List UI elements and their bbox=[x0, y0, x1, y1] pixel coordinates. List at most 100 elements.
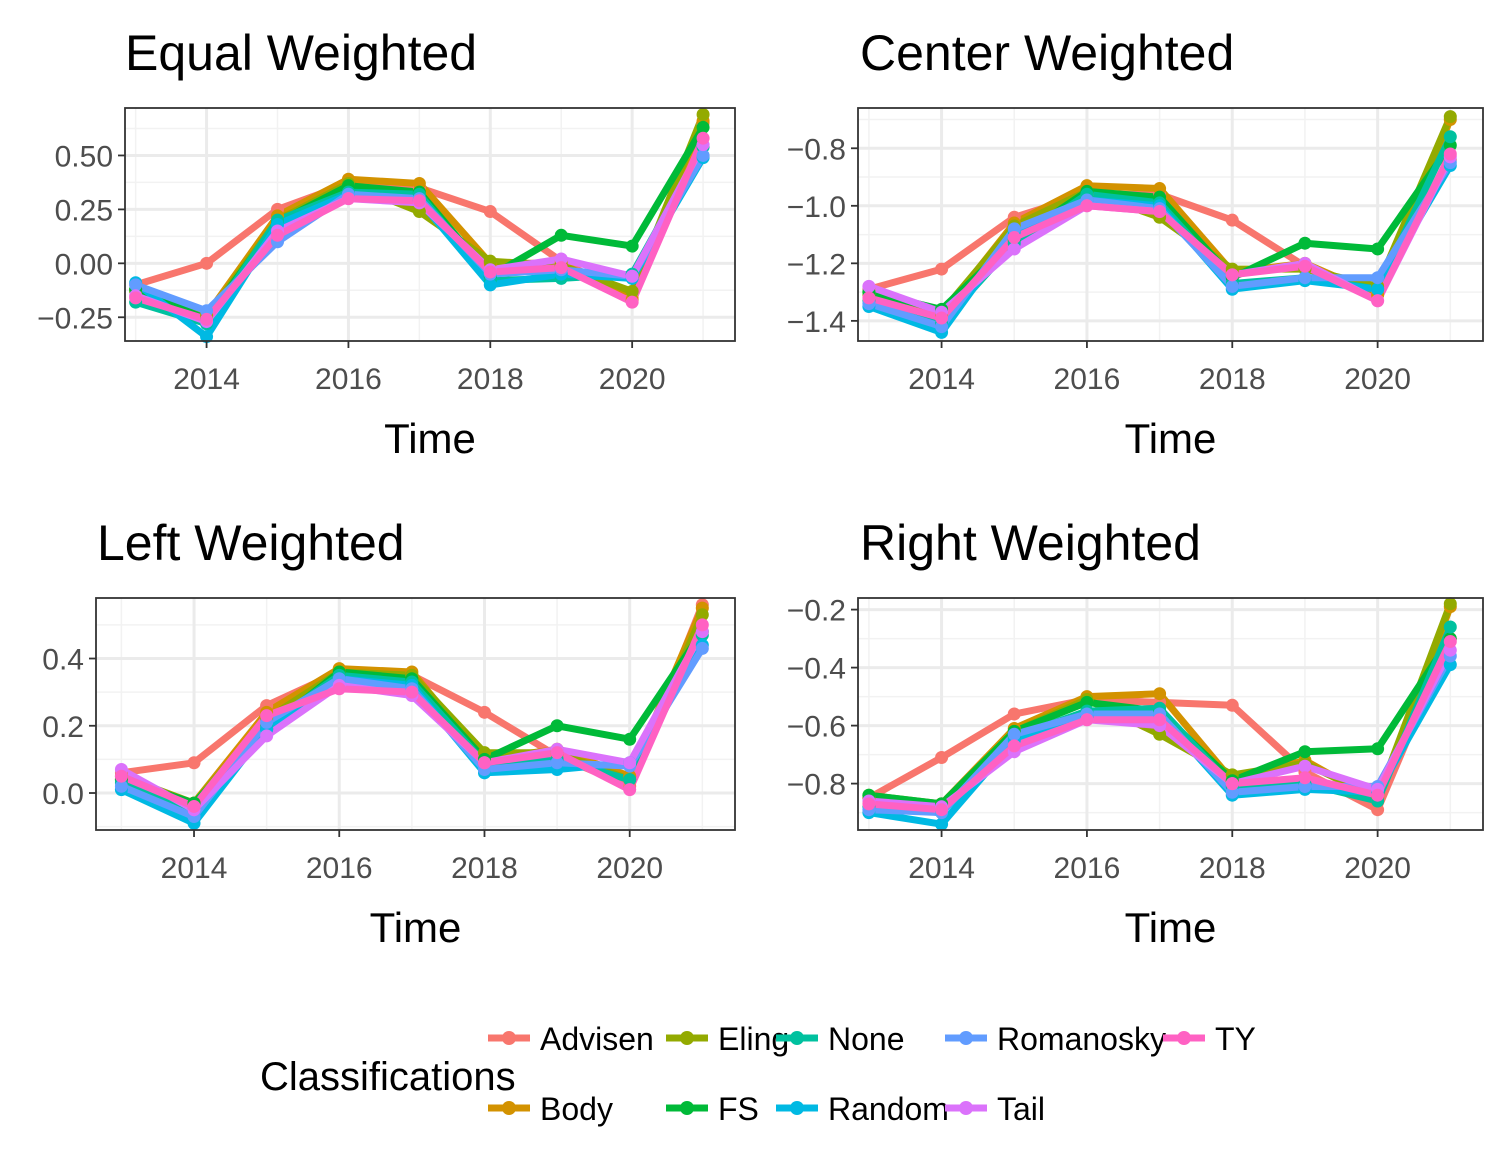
plot-background bbox=[96, 598, 735, 830]
panel-title: Right Weighted bbox=[860, 515, 1201, 571]
panel-center-weighted: Center Weighted −1.4 −1.2 −1.0 −0.8 2014 2016 2… bbox=[787, 25, 1484, 462]
data-point-ty bbox=[550, 746, 564, 760]
legend-item-tail: Tail bbox=[945, 1091, 1045, 1127]
x-tick-label: 2018 bbox=[451, 852, 518, 885]
x-tick-label: 2020 bbox=[596, 852, 663, 885]
panel-title: Equal Weighted bbox=[125, 25, 477, 81]
panel-right-weighted: Right Weighted −0.8 −0.6 −0.4 −0.2 2014 2016 20… bbox=[787, 515, 1484, 951]
data-point-fs bbox=[1298, 745, 1312, 759]
y-tick-label: −1.0 bbox=[787, 191, 846, 224]
x-axis-title: Time bbox=[384, 415, 476, 462]
legend-item-ty: TY bbox=[1163, 1021, 1256, 1057]
legend-key-point bbox=[680, 1101, 694, 1115]
data-point-advisen bbox=[1225, 213, 1239, 227]
legend: Classifications AdvisenBodyElingFSNoneRa… bbox=[260, 1021, 1256, 1127]
panel-title: Left Weighted bbox=[97, 515, 405, 571]
data-point-random bbox=[1371, 282, 1385, 296]
data-point-ty bbox=[1007, 230, 1021, 244]
data-point-ty bbox=[1080, 199, 1094, 213]
legend-key-point bbox=[959, 1101, 973, 1115]
legend-key-point bbox=[680, 1031, 694, 1045]
data-point-advisen bbox=[935, 751, 949, 764]
data-point-tail bbox=[260, 729, 274, 743]
y-tick-label: −0.8 bbox=[787, 769, 846, 802]
data-point-fs bbox=[1298, 236, 1312, 250]
data-point-romanosky bbox=[1225, 279, 1239, 293]
x-tick-label: 2014 bbox=[173, 363, 240, 396]
data-point-ty bbox=[1007, 739, 1021, 753]
panel-title: Center Weighted bbox=[860, 25, 1234, 81]
data-point-ty bbox=[935, 311, 949, 325]
data-point-fs bbox=[696, 120, 710, 134]
data-point-advisen bbox=[1007, 707, 1021, 721]
legend-label: TY bbox=[1215, 1021, 1256, 1057]
data-point-ty bbox=[1225, 268, 1239, 282]
panel-equal-weighted: Equal Weighted −0.25 0.00 0.25 0.50 2014 2016 2… bbox=[37, 25, 736, 462]
legend-key-point bbox=[1177, 1031, 1191, 1045]
x-axis-title: Time bbox=[370, 904, 462, 951]
data-point-random bbox=[200, 330, 214, 344]
y-tick-label: 0.00 bbox=[55, 248, 113, 281]
data-point-none bbox=[1443, 130, 1457, 144]
legend-item-advisen: Advisen bbox=[488, 1021, 654, 1057]
plot-border bbox=[124, 107, 736, 342]
data-point-romanosky bbox=[695, 641, 709, 655]
data-point-eling bbox=[696, 107, 710, 121]
data-point-tail bbox=[1007, 242, 1021, 256]
data-point-advisen bbox=[935, 262, 949, 276]
y-tick-label: −1.2 bbox=[787, 248, 846, 281]
data-point-ty bbox=[862, 797, 876, 811]
legend-item-body: Body bbox=[488, 1091, 613, 1127]
legend-key-point bbox=[790, 1101, 804, 1115]
y-tick-label: −0.8 bbox=[787, 133, 846, 166]
x-tick-label: 2014 bbox=[908, 852, 975, 885]
data-point-romanosky bbox=[129, 278, 143, 292]
legend-item-random: Random bbox=[776, 1091, 949, 1127]
y-tick-label: 0.2 bbox=[42, 711, 84, 744]
data-point-ty bbox=[483, 265, 497, 279]
data-point-ty bbox=[341, 192, 355, 206]
panel-left-weighted: Left Weighted 0.0 0.2 0.4 2014 2016 2018 2020 Ti… bbox=[42, 515, 736, 951]
y-tick-label: −0.4 bbox=[787, 653, 846, 686]
data-point-ty bbox=[114, 769, 128, 783]
legend-label: FS bbox=[718, 1091, 759, 1127]
data-point-ty bbox=[412, 194, 426, 208]
data-point-fs bbox=[550, 719, 564, 733]
data-point-ty bbox=[1153, 205, 1167, 219]
y-tick-label: −0.6 bbox=[787, 711, 846, 744]
legend-label: Romanosky bbox=[997, 1021, 1166, 1057]
legend-key-point bbox=[502, 1031, 516, 1045]
data-point-ty bbox=[1298, 771, 1312, 785]
data-point-eling bbox=[1443, 110, 1457, 124]
data-point-ty bbox=[129, 291, 143, 305]
x-tick-label: 2016 bbox=[1054, 852, 1121, 885]
y-tick-label: 0.50 bbox=[55, 140, 113, 173]
data-point-none bbox=[623, 773, 637, 787]
legend-item-none: None bbox=[776, 1021, 905, 1057]
data-point-eling bbox=[695, 608, 709, 622]
legend-label: Body bbox=[540, 1091, 613, 1127]
data-point-ty bbox=[477, 756, 491, 770]
data-point-fs bbox=[1371, 242, 1385, 256]
legend-key-point bbox=[502, 1101, 516, 1115]
data-point-ty bbox=[1443, 147, 1457, 161]
y-tick-label: −0.25 bbox=[37, 302, 113, 335]
y-tick-label: −0.2 bbox=[787, 595, 846, 628]
data-point-romanosky bbox=[1298, 271, 1312, 285]
data-point-advisen bbox=[1225, 698, 1239, 712]
x-axis-title: Time bbox=[1125, 415, 1217, 462]
data-point-ty bbox=[625, 295, 639, 309]
data-point-tail bbox=[1298, 759, 1312, 773]
data-point-ty bbox=[1080, 713, 1094, 727]
data-point-romanosky bbox=[550, 756, 564, 770]
x-tick-label: 2020 bbox=[599, 363, 666, 396]
legend-item-romanosky: Romanosky bbox=[945, 1021, 1166, 1057]
data-point-romanosky bbox=[1371, 271, 1385, 285]
y-tick-label: 0.4 bbox=[42, 644, 84, 677]
x-axis-title: Time bbox=[1125, 904, 1217, 951]
plot-border bbox=[95, 597, 736, 831]
y-tick-label: 0.25 bbox=[55, 194, 113, 227]
legend-item-fs: FS bbox=[666, 1091, 759, 1127]
data-point-advisen bbox=[187, 756, 201, 770]
